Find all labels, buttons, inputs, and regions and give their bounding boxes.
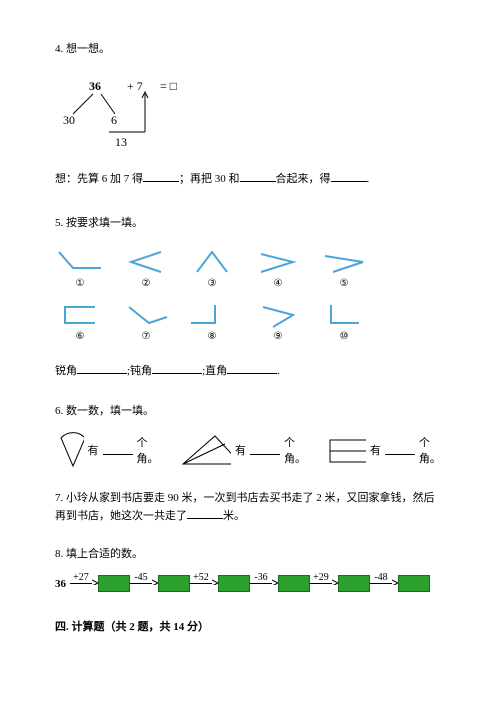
q6-prefix-1: 有 <box>88 442 99 458</box>
q5-row2: ⑥ ⑦ ⑧ ⑨ ⑩ <box>55 301 445 342</box>
q5-period: . <box>277 365 280 377</box>
q4-split-right: 6 <box>111 113 117 127</box>
q8-start: 36 <box>55 578 66 590</box>
flow-box <box>158 575 190 592</box>
q7: 7. 小玲从家到书店要走 90 米，一次到书店去买书走了 2 米，又回家拿钱，然… <box>55 490 445 525</box>
q4: 4. 想一想。 36 + 7 = □ 30 6 13 想：先算 6 加 7 得 ；… <box>55 40 445 186</box>
angle-2: ② <box>121 248 171 289</box>
q7-text-b: 米。 <box>223 510 245 522</box>
fan-shape <box>55 430 84 470</box>
q6: 6. 数一数，填一填。 有 个角。 有 个角。 有 个角。 <box>55 402 445 470</box>
angle-9: ⑨ <box>253 301 303 342</box>
q6-shapes: 有 个角。 有 个角。 有 个角。 <box>55 430 445 470</box>
q4-title: 4. 想一想。 <box>55 40 445 56</box>
q8: 8. 填上合适的数。 36 +27 -45 +52 -36 +29 -48 <box>55 545 445 592</box>
angle-4: ④ <box>253 248 303 289</box>
q4-bottom: 13 <box>115 135 127 149</box>
op-0: +27 <box>70 572 92 584</box>
blank <box>227 363 277 374</box>
blank <box>187 508 223 519</box>
q5-title: 5. 按要求填一填。 <box>55 214 445 230</box>
op-2: +52 <box>190 572 212 584</box>
op-4: +29 <box>310 572 332 584</box>
angle-10: ⑩ <box>319 301 369 342</box>
q4-op: + 7 <box>127 79 143 93</box>
label-6: ⑥ <box>76 331 85 342</box>
q5: 5. 按要求填一填。 ① ② ③ ④ ⑤ <box>55 214 445 378</box>
angle-7: ⑦ <box>121 301 171 342</box>
label-8: ⑧ <box>208 331 217 342</box>
angle-1: ① <box>55 248 105 289</box>
q5-acute: 锐角 <box>55 365 77 377</box>
blank <box>77 363 127 374</box>
flow-box <box>338 575 370 592</box>
angle-8: ⑧ <box>187 301 237 342</box>
blank <box>103 445 133 456</box>
op-5: -48 <box>370 572 392 584</box>
label-10: ⑩ <box>340 331 349 342</box>
angle-3: ③ <box>187 248 237 289</box>
angle-6: ⑥ <box>55 301 105 342</box>
label-1: ① <box>76 278 85 289</box>
q4-svg: 36 + 7 = □ 30 6 13 <box>55 76 215 156</box>
flow-box <box>398 575 430 592</box>
q4-diagram: 36 + 7 = □ 30 6 13 <box>55 76 215 156</box>
flow-box <box>278 575 310 592</box>
q5-row1: ① ② ③ ④ ⑤ <box>55 248 445 289</box>
q5-obtuse: ;钝角 <box>127 365 152 377</box>
blank <box>385 445 415 456</box>
q6-suffix-2: 个角。 <box>284 434 310 466</box>
q5-right: ;直角 <box>202 365 227 377</box>
q4-think-end: . <box>367 173 370 185</box>
q6-prefix-3: 有 <box>370 442 381 458</box>
section4-title: 四. 计算题（共 2 题，共 14 分） <box>55 618 445 634</box>
q6-prefix-2: 有 <box>235 442 246 458</box>
q5-fill-line: 锐角 ;钝角 ;直角. <box>55 362 445 378</box>
label-9: ⑨ <box>274 331 283 342</box>
q4-eq: = □ <box>160 79 177 93</box>
q8-title: 8. 填上合适的数。 <box>55 545 445 561</box>
flow-box <box>98 575 130 592</box>
blank <box>331 171 367 182</box>
label-2: ② <box>142 278 151 289</box>
q4-think-mid1: ；再把 30 和 <box>179 173 240 185</box>
label-3: ③ <box>208 278 217 289</box>
q6-suffix-3: 个角。 <box>419 434 445 466</box>
q4-think-line: 想：先算 6 加 7 得 ；再把 30 和 合起来，得. <box>55 170 445 186</box>
q8-flow: 36 +27 -45 +52 -36 +29 -48 <box>55 575 445 592</box>
angle-5: ⑤ <box>319 248 369 289</box>
q4-think-prefix: 想：先算 6 加 7 得 <box>55 173 143 185</box>
blank <box>240 171 276 182</box>
rect-shape <box>326 434 366 466</box>
q4-think-mid2: 合起来，得 <box>276 173 331 185</box>
q4-num36: 36 <box>89 79 101 93</box>
triangle-shape <box>179 430 231 470</box>
label-5: ⑤ <box>340 278 349 289</box>
label-7: ⑦ <box>142 331 151 342</box>
blank <box>143 171 179 182</box>
label-4: ④ <box>274 278 283 289</box>
q6-title: 6. 数一数，填一填。 <box>55 402 445 418</box>
op-1: -45 <box>130 572 152 584</box>
q6-suffix-1: 个角。 <box>137 434 163 466</box>
op-3: -36 <box>250 572 272 584</box>
blank <box>152 363 202 374</box>
flow-box <box>218 575 250 592</box>
blank <box>250 445 280 456</box>
q4-split-left: 30 <box>63 113 75 127</box>
